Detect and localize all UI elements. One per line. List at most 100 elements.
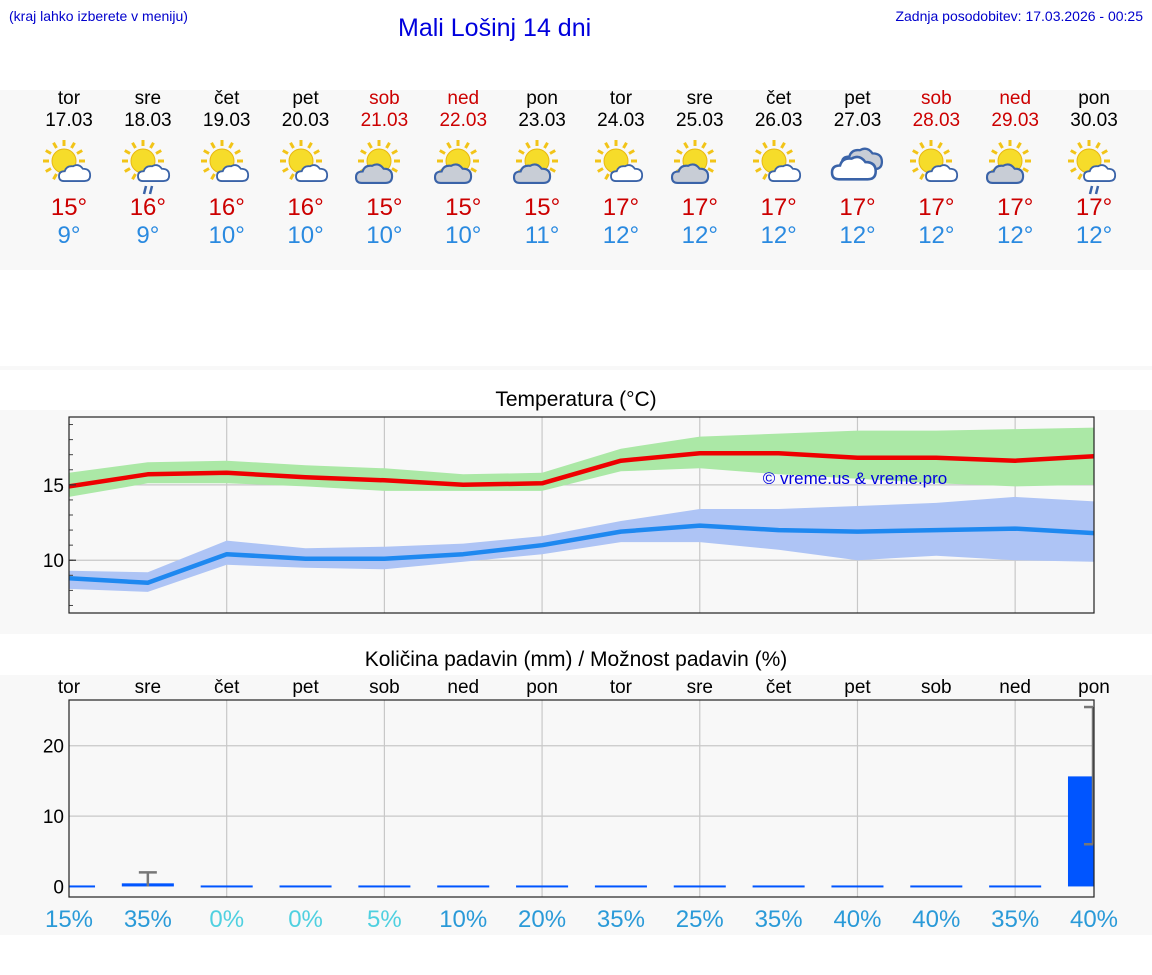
day-date: 24.03: [597, 110, 645, 131]
sun-cloud-rain-icon: [108, 136, 188, 196]
precip-bar: [594, 885, 647, 888]
day-label: sre: [135, 677, 161, 698]
day-name: pon: [1078, 88, 1110, 109]
sun-grey-cloud-icon: [975, 136, 1055, 196]
day-column: sre 25.03 17° 12°: [660, 88, 740, 250]
precip-bar: [752, 885, 805, 888]
day-date: 18.03: [124, 110, 172, 131]
max-temp: 17°: [760, 194, 797, 221]
day-column: sre 18.03 16° 9°: [108, 88, 188, 250]
precip-bar: [831, 885, 884, 888]
plot-area: [69, 700, 1094, 897]
precip-bar: [358, 885, 411, 888]
location-hint: (kraj lahko izberete v meniju): [9, 8, 188, 24]
min-temp: 12°: [681, 222, 718, 249]
day-date: 21.03: [360, 110, 409, 131]
day-name: ned: [999, 88, 1032, 109]
min-temp: 11°: [524, 222, 560, 249]
plot-frame: [68, 416, 1095, 614]
sun-cloud-icon: [266, 136, 346, 196]
max-temp: 15°: [523, 194, 561, 221]
precip-bar: [673, 885, 726, 888]
max-temp: 15°: [50, 194, 88, 221]
day-name: sre: [134, 88, 162, 109]
day-name: čet: [765, 88, 792, 109]
precip-probability: 35%: [755, 906, 803, 933]
temperature-chart: 10 15 © vreme.us & vreme.pro: [43, 416, 1095, 614]
precip-probability: 15%: [45, 906, 93, 933]
precip-chart-title: Količina padavin (mm) / Možnost padavin …: [364, 648, 788, 671]
precip-probability: 40%: [833, 906, 881, 933]
day-date: 23.03: [518, 110, 566, 131]
day-label: ned: [999, 677, 1031, 698]
day-label: pet: [292, 677, 319, 698]
day-date: 28.03: [912, 110, 961, 131]
min-temp: 12°: [997, 222, 1034, 249]
sun-cloud-icon: [29, 136, 109, 196]
day-column: pon 23.03 15° 11°: [502, 88, 582, 250]
precip-probability: 10%: [439, 906, 487, 933]
max-temp: 17°: [918, 194, 955, 221]
day-name: tor: [609, 88, 633, 109]
day-column: pon 30.03 17° 12°: [1054, 88, 1134, 250]
min-temp: 9°: [57, 222, 81, 249]
day-label: pet: [844, 677, 871, 698]
day-name: sre: [686, 88, 713, 109]
max-temp: 17°: [602, 194, 640, 221]
precip-probability: 5%: [367, 906, 402, 933]
day-label: pon: [526, 677, 558, 698]
sun-cloud-icon: [739, 136, 819, 196]
max-temp: 15°: [366, 194, 403, 221]
min-temp: 12°: [918, 222, 955, 249]
day-column: ned 22.03 15° 10°: [423, 88, 503, 250]
day-name: pet: [292, 88, 319, 109]
day-column: sob 21.03 15° 10°: [344, 88, 424, 250]
sun-grey-cloud-icon: [660, 136, 740, 196]
day-date: 30.03: [1070, 110, 1118, 131]
day-label: pon: [1078, 677, 1110, 698]
min-temp: 10°: [208, 222, 245, 249]
sun-cloud-icon: [896, 136, 976, 196]
min-temp: 12°: [760, 222, 797, 249]
divider: [0, 366, 1152, 370]
day-label: tor: [610, 677, 633, 698]
max-temp-line: [68, 450, 1095, 489]
day-date: 27.03: [833, 110, 882, 131]
day-label: čet: [766, 677, 792, 698]
min-temp: 10°: [287, 222, 324, 249]
max-temp: 15°: [445, 194, 482, 221]
day-date: 25.03: [676, 110, 724, 131]
min-temp: 12°: [1075, 222, 1113, 249]
day-name: pon: [526, 88, 558, 109]
day-label: ned: [447, 677, 479, 698]
max-temp: 17°: [681, 194, 718, 221]
min-temp: 10°: [366, 222, 403, 249]
max-temp: 17°: [997, 194, 1034, 221]
day-name: sob: [369, 88, 400, 109]
precip-bar: [910, 885, 963, 888]
day-date: 17.03: [45, 110, 93, 131]
watermark: © vreme.us & vreme.pro: [763, 469, 947, 488]
day-column: tor 24.03 17° 12°: [581, 88, 661, 250]
page-title: Mali Lošinj 14 dni: [398, 14, 592, 42]
sun-cloud-rain-icon: [1054, 136, 1134, 196]
min-temp-line: [68, 523, 1095, 586]
sun-cloud-icon: [187, 136, 267, 196]
min-temp: 10°: [445, 222, 482, 249]
precip-bar: [1067, 776, 1094, 887]
min-temp: 9°: [136, 222, 160, 249]
precip-probability: 0%: [209, 906, 244, 933]
day-label: tor: [58, 677, 81, 698]
day-name: pet: [844, 88, 871, 109]
precip-bar: [437, 885, 490, 888]
precip-probability: 40%: [1070, 906, 1118, 933]
day-date: 20.03: [281, 110, 330, 131]
day-name: ned: [447, 88, 480, 109]
day-date: 26.03: [754, 110, 803, 131]
max-temp: 16°: [287, 194, 324, 221]
max-temp: 16°: [129, 194, 166, 221]
y-tick-label: 15: [43, 476, 64, 497]
max-temp: 17°: [839, 194, 876, 221]
precip-probability: 35%: [991, 906, 1039, 933]
y-tick-label: 20: [43, 737, 64, 758]
